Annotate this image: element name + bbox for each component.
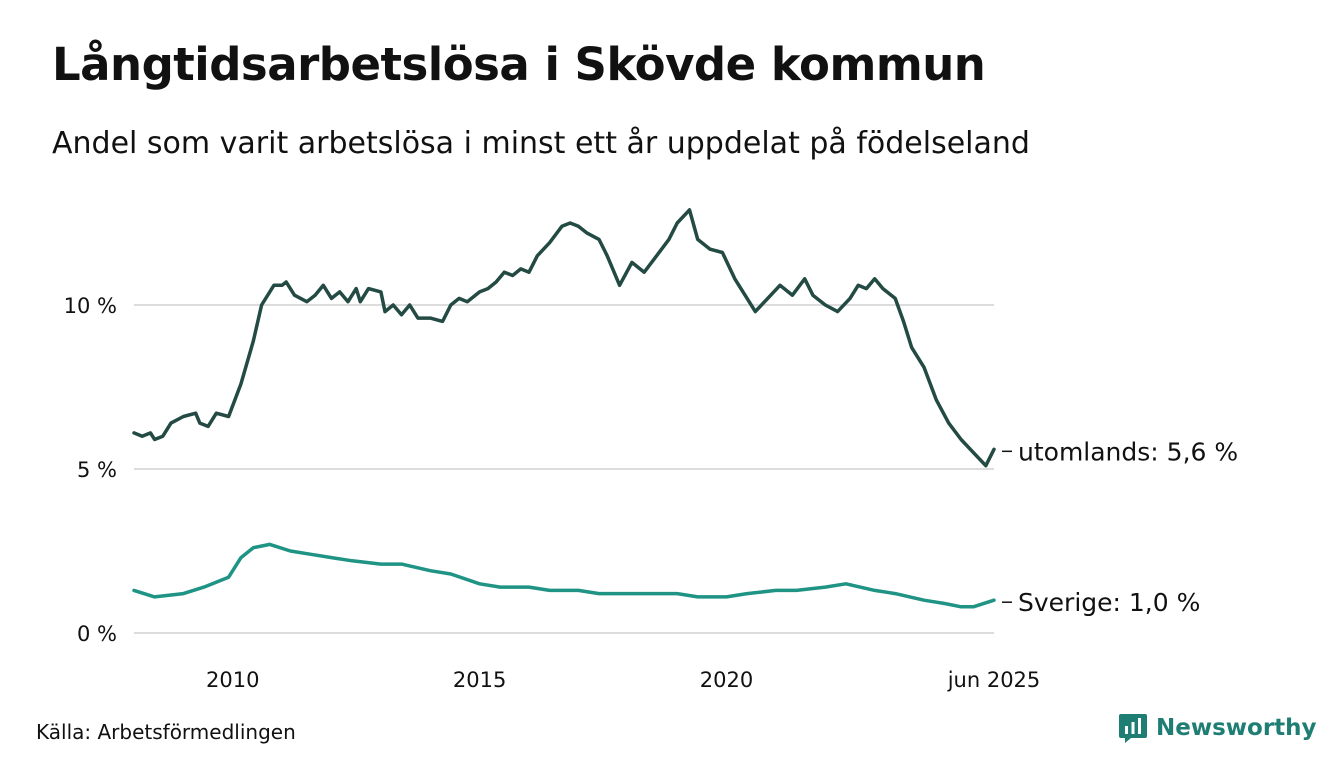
chart-title: Långtidsarbetslösa i Skövde kommun: [52, 38, 986, 91]
x-tick-label: 2010: [206, 668, 259, 692]
series-line-utomlands: [132, 208, 996, 468]
brand-logo: Newsworthy: [1118, 712, 1317, 744]
series-end-labels: utomlands: 5,6 % Sverige: 1,0 %: [1002, 437, 1238, 617]
end-label-sverige: Sverige: 1,0 %: [1018, 588, 1200, 617]
brand-name: Newsworthy: [1156, 715, 1317, 741]
newsworthy-logo-icon: [1119, 714, 1147, 743]
gridlines: [134, 304, 994, 634]
end-label-utomlands: utomlands: 5,6 %: [1018, 437, 1238, 466]
line-chart: 0 % 5 % 10 % 2010 2015 2020 jun 2025 utomland…: [64, 208, 1238, 692]
x-tick-labels: 2010 2015 2020 jun 2025: [206, 668, 1040, 692]
x-tick-label: jun 2025: [947, 668, 1041, 692]
x-tick-label: 2020: [700, 668, 753, 692]
source-note: Källa: Arbetsförmedlingen: [36, 720, 296, 744]
y-tick-label: 5 %: [77, 458, 117, 482]
y-tick-labels: 0 % 5 % 10 %: [64, 294, 117, 646]
chart-subtitle: Andel som varit arbetslösa i minst ett å…: [52, 126, 1030, 161]
series-line-sverige: [132, 542, 996, 609]
y-tick-label: 0 %: [77, 622, 117, 646]
y-tick-label: 10 %: [64, 294, 117, 318]
x-tick-label: 2015: [453, 668, 506, 692]
series-lines: [132, 208, 996, 609]
